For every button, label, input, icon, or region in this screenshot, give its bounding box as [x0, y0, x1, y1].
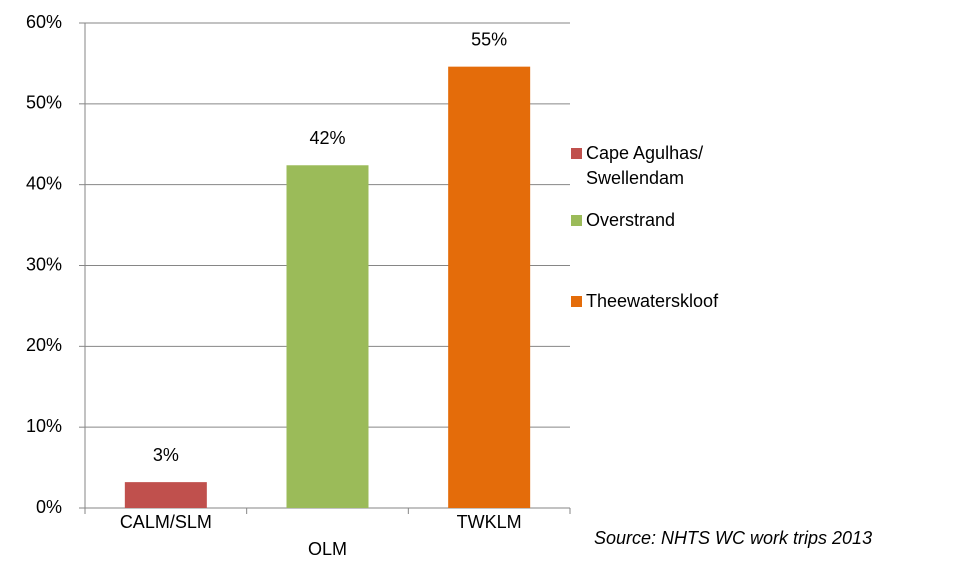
x-tick-label: CALM/SLM — [120, 512, 212, 532]
y-tick-label: 60% — [26, 12, 62, 32]
data-label: 3% — [153, 445, 179, 465]
legend-swatch — [571, 215, 582, 226]
x-tick-label: TWKLM — [457, 512, 522, 532]
legend-label: Overstrand — [586, 210, 676, 230]
legend-item: Overstrand — [571, 208, 781, 233]
bar — [448, 66, 531, 509]
bar — [286, 165, 369, 508]
y-tick-label: 0% — [36, 497, 62, 517]
legend-label: Theewaterskloof — [586, 291, 719, 311]
y-tick-label: 50% — [26, 93, 62, 113]
y-tick-label: 10% — [26, 416, 62, 436]
bar — [124, 482, 207, 508]
y-tick-label: 30% — [26, 254, 62, 274]
legend-swatch — [571, 148, 582, 159]
legend-swatch — [571, 296, 582, 307]
data-label: 42% — [309, 128, 345, 148]
x-tick-label: OLM — [308, 539, 347, 559]
legend-item: Theewaterskloof — [571, 289, 781, 314]
source-note: Source: NHTS WC work trips 2013 — [594, 528, 873, 548]
y-tick-label: 20% — [26, 335, 62, 355]
legend-label: Cape Agulhas/ Swellendam — [586, 143, 704, 188]
legend-item: Cape Agulhas/ Swellendam — [571, 141, 781, 191]
y-tick-label: 40% — [26, 173, 62, 193]
data-label: 55% — [471, 29, 507, 49]
